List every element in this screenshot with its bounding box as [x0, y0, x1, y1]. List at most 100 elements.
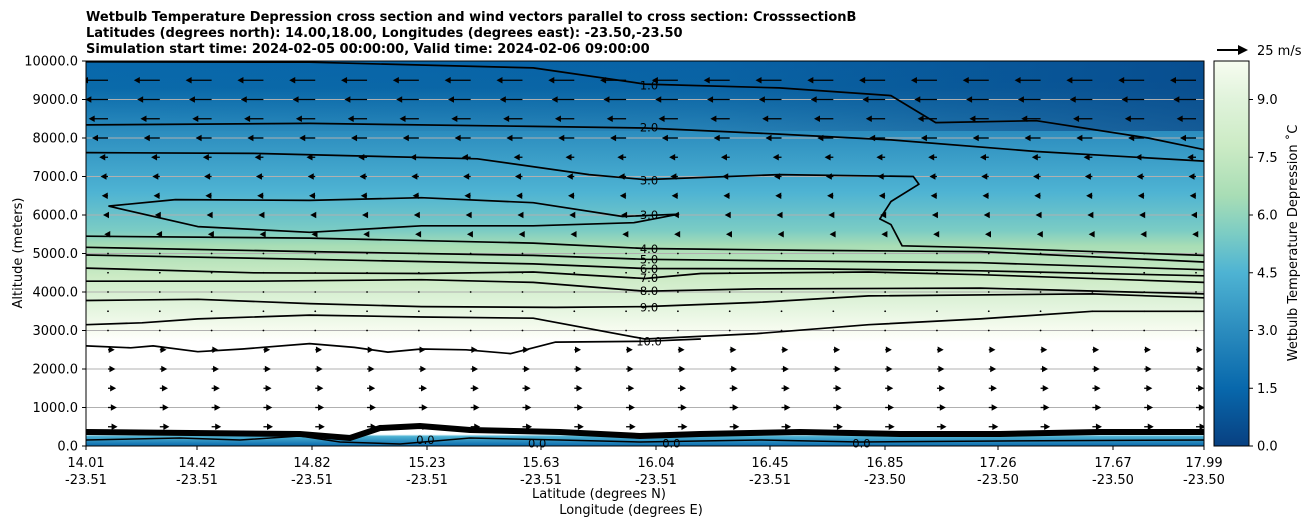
wind-vector-dot	[573, 329, 576, 332]
wind-vector-head	[814, 115, 820, 122]
wind-vector-dot	[573, 271, 576, 274]
contour-label: 9.0	[640, 300, 658, 314]
wind-vector-head	[558, 134, 565, 142]
wind-vector-head	[762, 115, 769, 122]
wind-vector-head	[317, 385, 324, 392]
wind-vector-head	[247, 134, 254, 142]
wind-vector-dot	[158, 271, 161, 274]
x-tick-label-lat: 17.99	[1185, 456, 1222, 471]
wind-vector-dot	[936, 291, 938, 293]
wind-vector-dot	[469, 310, 472, 313]
wind-vector-dot	[469, 291, 472, 293]
wind-vector-head	[110, 404, 117, 411]
wind-vector-head	[829, 231, 836, 238]
wind-vector-head	[836, 404, 843, 411]
wind-vector-head	[315, 346, 322, 353]
wind-vector-dot	[677, 329, 679, 332]
wind-vector-dot	[210, 310, 213, 313]
wind-vector-head	[237, 77, 244, 84]
contour-lines	[86, 61, 1204, 355]
contour-labels: 1.0 2.0 3.0 3.0 4.05.06.07.08.0 9.0 10.0 0.0 0.0…	[416, 78, 870, 450]
wind-vector-dot	[728, 252, 731, 255]
wind-vector-head	[565, 154, 572, 161]
wind-vector-head	[878, 192, 885, 199]
contour-line	[86, 338, 701, 355]
y-tick-label: 3000.0	[33, 324, 79, 339]
wind-vector-head	[1043, 404, 1050, 411]
wind-vector-head	[1042, 385, 1049, 392]
wind-vector-dot	[987, 291, 990, 293]
wind-vector-head	[885, 346, 892, 353]
contour-label: 6.0	[640, 262, 658, 276]
wind-vector-head	[575, 346, 581, 353]
wind-vector-head	[651, 77, 658, 84]
wind-vector-dot	[677, 271, 679, 274]
wind-vector-head	[707, 96, 714, 103]
wind-vector-head	[828, 211, 835, 219]
wind-vector-head	[503, 115, 510, 122]
wind-vector-dot	[314, 252, 317, 255]
contour-label: 0.0	[416, 433, 434, 447]
wind-vector-head	[160, 346, 167, 353]
wind-vector-head	[989, 346, 996, 353]
wind-vector-dot	[107, 252, 109, 255]
wind-vector-head	[1188, 173, 1195, 180]
wind-vector-head	[1031, 154, 1038, 161]
wind-vector-dot	[625, 291, 627, 293]
contour-line	[86, 122, 1204, 162]
wind-vector-head	[347, 115, 354, 122]
wind-vector-head	[454, 134, 461, 142]
wind-vector-head	[836, 423, 843, 430]
wind-vector-head	[658, 115, 665, 122]
wind-vector-head	[472, 385, 479, 392]
wind-vector-head	[1197, 365, 1204, 373]
wind-vector-dot	[728, 329, 731, 332]
contour-line	[86, 254, 1204, 277]
grid-lines	[86, 99, 1204, 408]
x-tick-label-lon: -23.50	[1183, 473, 1225, 488]
wind-vector-head	[143, 134, 150, 142]
wind-vector-dot	[832, 291, 835, 293]
wind-vector-head	[681, 423, 688, 430]
wind-vector-dot	[262, 329, 265, 332]
colorbar: 0.0 1.5 3.0 4.5 6.0 7.5 9.0 Wetbulb Temperatur…	[1213, 60, 1301, 455]
wind-vector-head	[517, 211, 524, 219]
x-tick-label-lon: -23.50	[864, 473, 906, 488]
wind-vector-head	[914, 96, 921, 103]
wind-vector-head	[1180, 134, 1186, 142]
wind-vector-head	[448, 96, 454, 103]
wind-vector-head	[152, 173, 159, 180]
wind-vector-head	[661, 134, 668, 142]
wind-vector-head	[777, 231, 784, 238]
x-tick-label-lat: 16.85	[866, 456, 903, 471]
y-tick-label: 6000.0	[33, 209, 79, 224]
contour-line	[86, 293, 1204, 309]
wind-vector-head	[1069, 96, 1076, 103]
wind-vector-dot	[780, 291, 783, 293]
wind-vector-dot	[521, 252, 524, 255]
x-tick-label-lon: -23.50	[1092, 473, 1134, 488]
wind-vector-head	[140, 115, 147, 122]
contour-line	[86, 278, 1204, 295]
wind-vector-head	[785, 423, 792, 430]
wind-vector-dot	[210, 252, 213, 255]
wind-vector-head	[341, 77, 348, 84]
wind-vector-head	[610, 134, 617, 142]
wind-vector-head	[1192, 231, 1199, 238]
wind-vector-head	[421, 385, 427, 392]
x-tick-label-lat: 17.67	[1094, 456, 1131, 471]
contour-line	[108, 196, 680, 234]
wind-vector-head	[929, 173, 936, 180]
wind-vector-head	[137, 96, 144, 103]
wind-vector-head	[292, 96, 299, 103]
colorbar-tick-label: 0.0	[1257, 440, 1278, 455]
wind-vector-head	[214, 404, 221, 411]
wind-vector-dot	[469, 329, 472, 332]
surface-contour-band	[86, 422, 1204, 442]
wind-vector-dot	[1195, 329, 1197, 332]
wind-vector-head	[1088, 231, 1095, 238]
wind-vector-head	[782, 346, 789, 353]
wind-vector-head	[310, 211, 317, 219]
wind-vector-head	[886, 365, 893, 373]
wind-vector-head	[679, 365, 686, 373]
